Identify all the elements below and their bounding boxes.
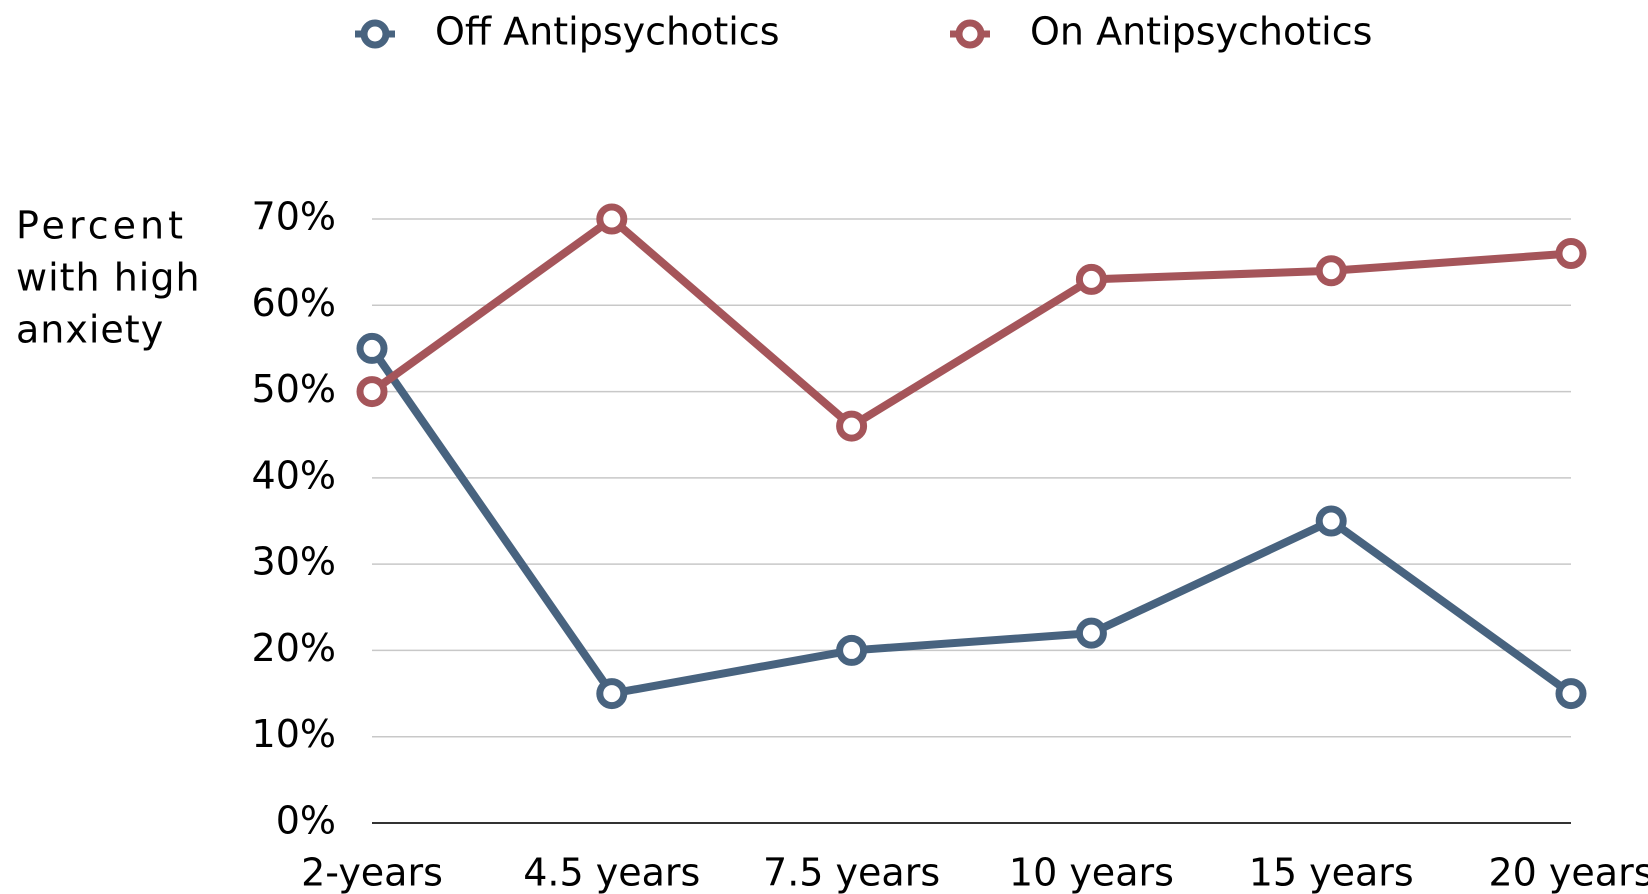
legend-label: Off Antipsychotics — [435, 10, 780, 54]
data-point — [1075, 617, 1107, 649]
data-point — [1555, 678, 1587, 710]
y-tick-label: 40% — [252, 453, 336, 497]
legend-marker — [360, 19, 390, 49]
series-line — [368, 346, 1574, 698]
y-axis-label: with high — [16, 256, 201, 300]
legend-label: On Antipsychotics — [1030, 10, 1372, 54]
y-tick-label: 70% — [252, 195, 336, 239]
data-point — [596, 678, 628, 710]
data-point — [356, 376, 388, 408]
y-tick-label: 20% — [252, 626, 336, 670]
data-point — [356, 332, 388, 364]
data-point — [1315, 505, 1347, 537]
y-tick-label: 0% — [276, 799, 336, 843]
y-tick-label: 60% — [252, 281, 336, 325]
x-tick-label: 20 years — [1488, 851, 1648, 894]
y-axis-label: Percent — [16, 204, 187, 248]
x-tick-label: 4.5 years — [523, 851, 700, 894]
y-axis-label: anxiety — [16, 308, 164, 352]
x-tick-label: 15 years — [1249, 851, 1414, 894]
y-tick-label: 30% — [252, 540, 336, 584]
data-point — [836, 634, 868, 666]
x-tick-label: 10 years — [1009, 851, 1174, 894]
x-tick-label: 7.5 years — [763, 851, 940, 894]
y-tick-label: 10% — [252, 712, 336, 756]
data-point — [1315, 255, 1347, 287]
y-tick-label: 50% — [252, 367, 336, 411]
data-point — [596, 203, 628, 235]
legend-marker — [955, 19, 985, 49]
data-point — [836, 410, 868, 442]
x-tick-label: 2-years — [301, 851, 443, 894]
data-point — [1075, 263, 1107, 295]
data-point — [1555, 238, 1587, 270]
series-line — [369, 215, 1572, 431]
